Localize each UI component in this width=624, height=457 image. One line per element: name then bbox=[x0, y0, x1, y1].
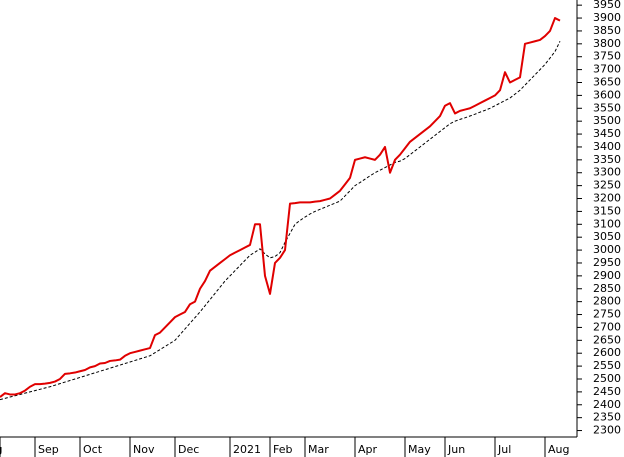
y-tick-label: 3650 bbox=[593, 76, 621, 89]
y-tick-label: 3850 bbox=[593, 24, 621, 37]
y-tick-label: 3900 bbox=[593, 11, 621, 24]
y-tick-label: 3000 bbox=[593, 243, 621, 256]
y-tick-label: 2300 bbox=[593, 424, 621, 437]
y-tick-label: 2800 bbox=[593, 295, 621, 308]
x-tick-label: Oct bbox=[83, 443, 103, 456]
x-tick-label: Aug bbox=[0, 443, 2, 456]
y-tick-label: 3750 bbox=[593, 50, 621, 63]
y-tick-label: 2750 bbox=[593, 308, 621, 321]
y-tick-label: 2500 bbox=[593, 372, 621, 385]
average-line bbox=[0, 41, 561, 401]
y-tick-label: 3250 bbox=[593, 179, 621, 192]
y-tick-label: 2350 bbox=[593, 411, 621, 424]
y-tick-label: 3550 bbox=[593, 101, 621, 114]
y-tick-label: 3300 bbox=[593, 166, 621, 179]
y-tick-label: 3700 bbox=[593, 63, 621, 76]
x-tick-label: Dec bbox=[178, 443, 199, 456]
y-tick-label: 2950 bbox=[593, 256, 621, 269]
x-tick-label: Jun bbox=[447, 443, 465, 456]
x-tick-label: Apr bbox=[358, 443, 378, 456]
y-tick-label: 3950 bbox=[593, 0, 621, 11]
y-tick-label: 3400 bbox=[593, 140, 621, 153]
x-tick-label: Sep bbox=[38, 443, 59, 456]
y-tick-label: 3500 bbox=[593, 114, 621, 127]
x-tick-label: Aug bbox=[548, 443, 569, 456]
y-tick-label: 2900 bbox=[593, 269, 621, 282]
y-tick-label: 2850 bbox=[593, 282, 621, 295]
y-tick-label: 2700 bbox=[593, 320, 621, 333]
x-tick-label: Nov bbox=[133, 443, 155, 456]
price-line bbox=[0, 17, 561, 398]
y-tick-label: 3050 bbox=[593, 230, 621, 243]
y-tick-label: 3150 bbox=[593, 204, 621, 217]
x-tick-label: May bbox=[408, 443, 431, 456]
y-tick-label: 3200 bbox=[593, 192, 621, 205]
y-tick-label: 2400 bbox=[593, 398, 621, 411]
y-tick-label: 2600 bbox=[593, 346, 621, 359]
y-tick-label: 2550 bbox=[593, 359, 621, 372]
y-tick-label: 3800 bbox=[593, 37, 621, 50]
y-tick-label: 2450 bbox=[593, 385, 621, 398]
y-tick-label: 3450 bbox=[593, 127, 621, 140]
x-tick-label: Jul bbox=[497, 443, 511, 456]
y-tick-label: 3100 bbox=[593, 217, 621, 230]
x-tick-label: Mar bbox=[308, 443, 329, 456]
y-tick-label: 3600 bbox=[593, 88, 621, 101]
y-tick-label: 2650 bbox=[593, 333, 621, 346]
x-tick-label: 2021 bbox=[233, 443, 261, 456]
x-tick-label: Feb bbox=[273, 443, 292, 456]
y-tick-label: 3350 bbox=[593, 153, 621, 166]
